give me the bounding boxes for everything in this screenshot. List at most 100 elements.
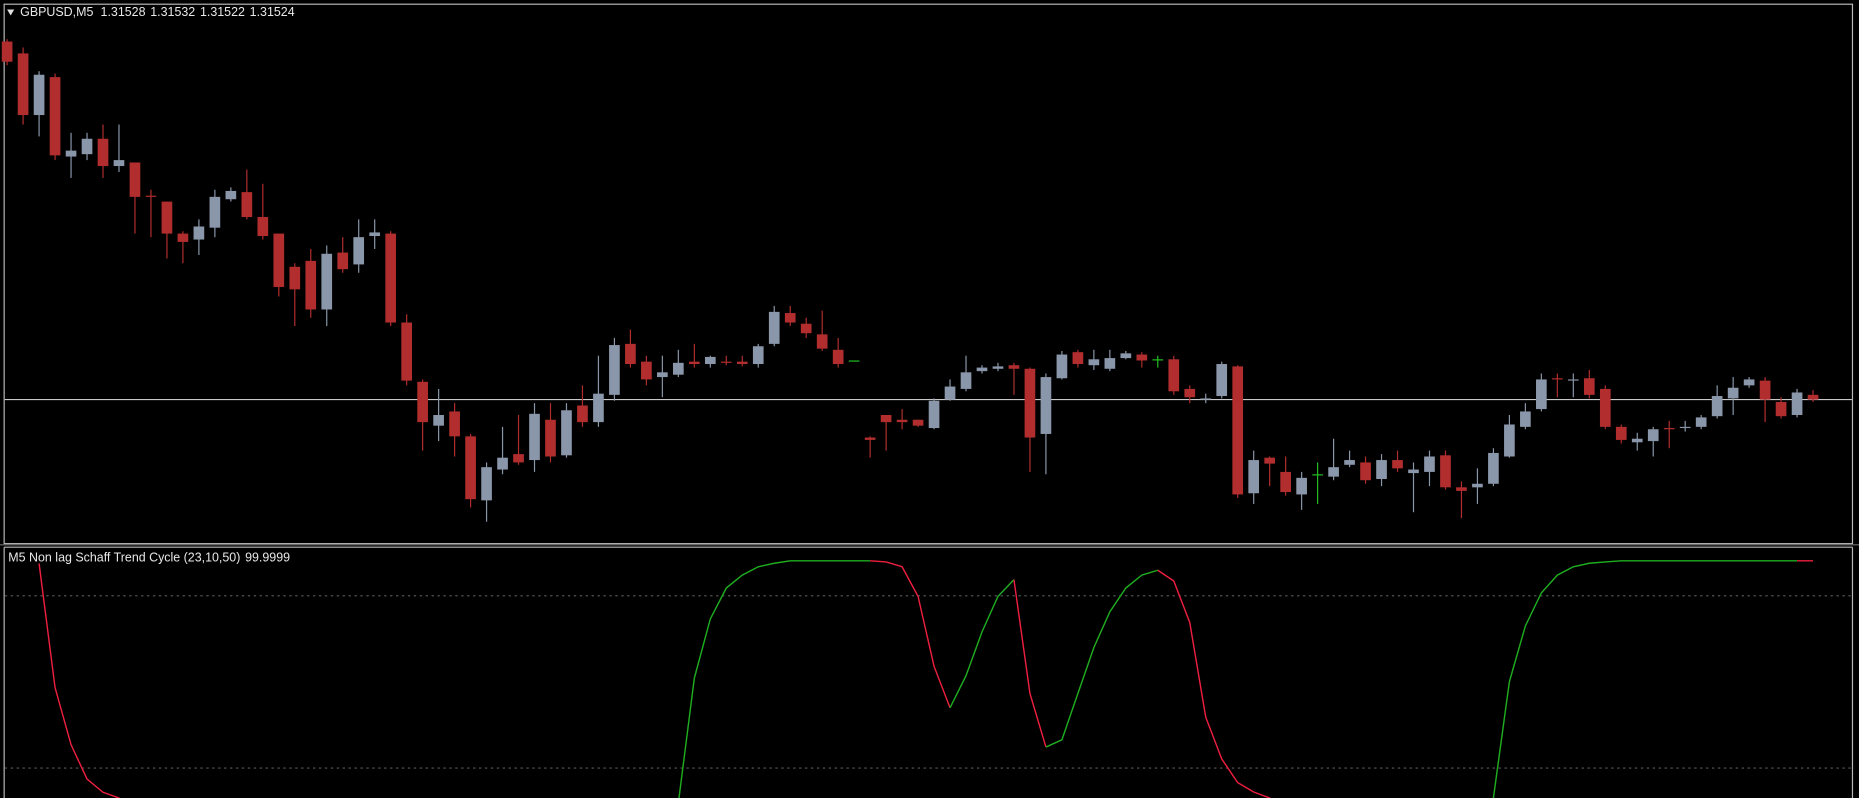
candle-body [17, 53, 29, 116]
candle-body [1631, 438, 1643, 443]
candle-body [561, 410, 572, 456]
stc-line [870, 560, 951, 709]
candle-body [593, 393, 604, 423]
candle-body [1775, 401, 1787, 417]
candle-body [209, 196, 221, 228]
candle-body [225, 190, 237, 200]
candle-body [704, 356, 716, 365]
candle-body [1056, 354, 1068, 379]
candle-body [1280, 471, 1291, 493]
candle-body [1472, 483, 1483, 488]
candle-body [736, 361, 748, 365]
candle-body [65, 150, 77, 157]
indicator-value: 99.9999 [245, 551, 290, 565]
stc-line [1492, 560, 1798, 798]
candle-body [1567, 379, 1579, 381]
candle-body [449, 411, 460, 437]
candle-body [337, 252, 349, 270]
candle-body [960, 372, 972, 389]
candle-body [1759, 380, 1771, 400]
candle-body [944, 386, 956, 400]
candle-body [1679, 426, 1691, 429]
candle-body [321, 253, 333, 310]
candle-body [1424, 456, 1435, 472]
candle-body [800, 323, 812, 334]
candle-body [1232, 366, 1244, 495]
candle-body [1583, 378, 1595, 395]
candle-body [1360, 462, 1371, 481]
candle-body [273, 233, 285, 287]
candle-body [896, 419, 908, 423]
candle-body [1599, 388, 1611, 427]
candle-body [497, 457, 508, 470]
candle-body [1488, 452, 1499, 484]
candle-body [1088, 359, 1100, 366]
candle-body [1344, 460, 1355, 465]
stc-line [949, 579, 1015, 709]
candle-body [1647, 429, 1659, 442]
candle-body [832, 349, 844, 365]
candle-body [113, 160, 125, 167]
candle-body [81, 138, 93, 155]
marks [1, 39, 1852, 798]
candle-body [257, 217, 269, 236]
candle-body [1072, 352, 1084, 365]
candle-body [1552, 378, 1563, 380]
candle-body [912, 419, 924, 426]
candle-body [1168, 359, 1180, 392]
candle-body [1136, 354, 1148, 361]
candle-body [1216, 364, 1228, 397]
candle-body [1104, 358, 1116, 369]
candle-body [1791, 392, 1803, 416]
candle-body [784, 313, 796, 323]
candle-body [417, 381, 428, 423]
candle-body [33, 74, 45, 116]
candle-body [97, 138, 109, 167]
stc-line [678, 560, 871, 798]
stc-line [1013, 579, 1047, 748]
indicator-name: M5 Non lag Schaff Trend Cycle (23,10,50) [8, 551, 240, 565]
candle-body [1184, 388, 1196, 398]
candle-body [513, 454, 524, 463]
candle-body [49, 77, 61, 156]
candle-body [848, 360, 860, 362]
candle-body [928, 400, 940, 429]
candle-body [577, 405, 588, 423]
candle-body [688, 361, 700, 365]
candle-body [369, 232, 381, 236]
candle-body [481, 467, 492, 501]
candle-body [1663, 428, 1675, 430]
candle-body [545, 419, 556, 457]
candle-body [1392, 460, 1403, 469]
stc-line [1157, 569, 1271, 798]
quote-close: 1.31524 [250, 5, 295, 19]
indicator-layer [4, 560, 1852, 798]
candle-body [992, 366, 1004, 369]
stc-line [1045, 569, 1159, 748]
frame [0, 3, 1859, 798]
candle-body [1615, 426, 1627, 440]
candle-body [1504, 424, 1515, 457]
candle-body [465, 436, 476, 500]
candle-body [1727, 387, 1739, 399]
candle-body [145, 195, 157, 197]
candle-body [657, 372, 668, 378]
candle-body [433, 415, 444, 426]
collapse-arrow[interactable] [7, 9, 15, 16]
candle-body [816, 334, 828, 349]
candle-body [1264, 457, 1276, 464]
candle-body [353, 237, 365, 265]
candle-body [720, 361, 732, 363]
quote-low: 1.31522 [200, 5, 245, 19]
candle-body [1, 41, 13, 62]
chart-header: GBPUSD,M5 1.31528 1.31532 1.31522 1.31524 [20, 5, 295, 19]
symbol: GBPUSD,M5 [20, 5, 93, 19]
candle-body [1152, 359, 1164, 361]
candle-body [864, 437, 876, 440]
price-panel-border [3, 3, 1854, 545]
candle-body [609, 345, 620, 395]
candle-body [161, 201, 173, 234]
candle-body [1807, 394, 1819, 400]
candle-body [129, 162, 141, 197]
